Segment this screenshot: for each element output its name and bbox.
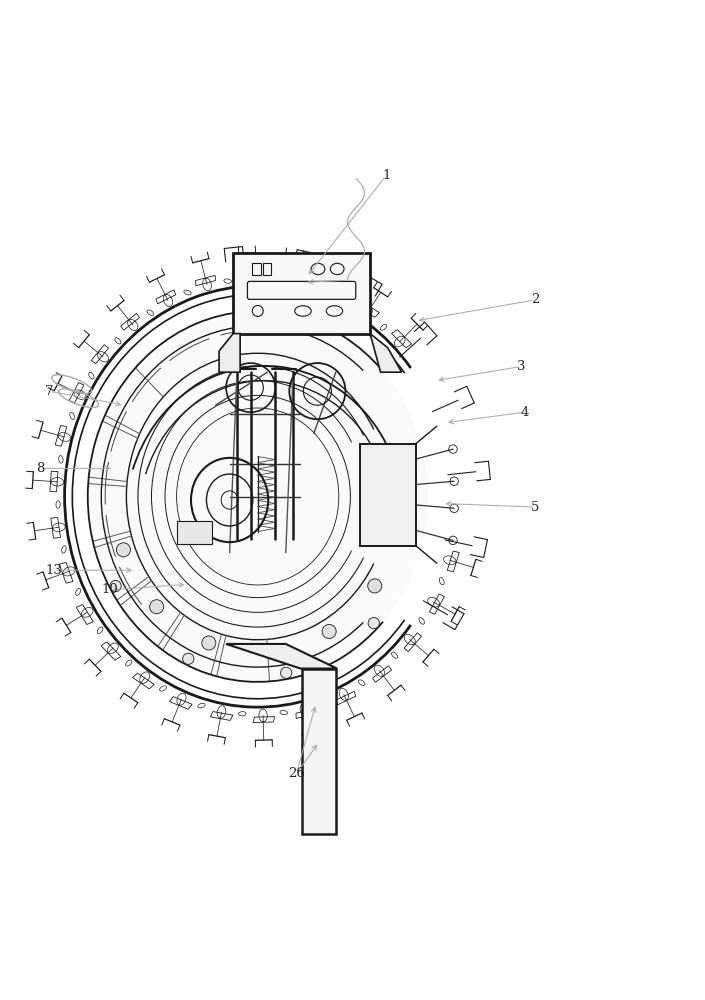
Circle shape (202, 636, 216, 650)
Text: 2: 2 (531, 293, 539, 306)
Bar (360, 444, 416, 546)
Text: 13: 13 (46, 564, 63, 577)
Text: 5: 5 (531, 501, 539, 514)
Ellipse shape (87, 311, 428, 682)
Circle shape (149, 600, 164, 614)
Text: 26: 26 (288, 767, 305, 780)
Text: 1: 1 (382, 169, 391, 182)
Text: 4: 4 (520, 406, 529, 419)
Bar (233, 253, 370, 334)
Text: 3: 3 (517, 360, 525, 373)
Circle shape (368, 579, 382, 593)
Bar (252, 263, 261, 275)
Text: 7: 7 (45, 385, 54, 398)
Circle shape (263, 645, 277, 659)
Circle shape (322, 624, 336, 639)
Circle shape (183, 653, 194, 664)
Polygon shape (370, 334, 402, 372)
Polygon shape (226, 644, 337, 669)
Circle shape (281, 667, 292, 678)
Text: 8: 8 (36, 462, 44, 475)
Circle shape (110, 580, 121, 592)
Circle shape (368, 617, 379, 629)
Bar (263, 263, 271, 275)
Text: 10: 10 (102, 583, 118, 596)
Polygon shape (219, 334, 240, 372)
Bar (302, 669, 336, 834)
Bar (177, 521, 212, 544)
Circle shape (116, 543, 130, 557)
